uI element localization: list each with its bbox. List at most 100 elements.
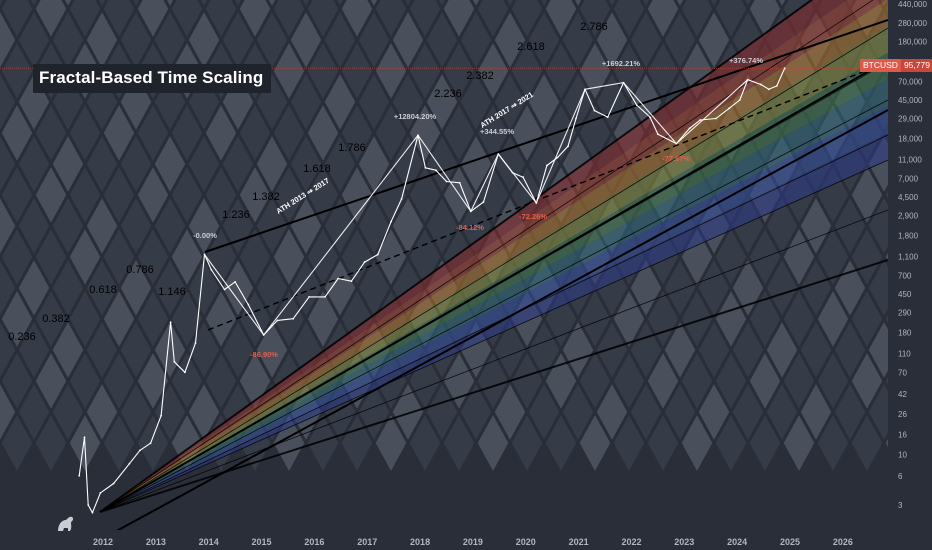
y-tick-label: 2,900 bbox=[898, 212, 919, 221]
price-point bbox=[556, 156, 559, 159]
diamond-cell bbox=[440, 408, 478, 478]
x-tick-label: 2023 bbox=[674, 537, 694, 547]
fib-level-label: 2.618 bbox=[517, 41, 545, 53]
annotation-label: +376.74% bbox=[729, 56, 763, 65]
price-point bbox=[458, 181, 461, 184]
price-point bbox=[746, 78, 749, 81]
price-point bbox=[584, 88, 586, 91]
price-point bbox=[308, 295, 310, 298]
fib-band bbox=[100, 79, 888, 512]
y-tick-label: 45,000 bbox=[898, 96, 923, 105]
diamond-cell bbox=[508, 408, 546, 478]
lower-trendline bbox=[116, 109, 888, 530]
y-axis: 440,000280,000180,000110,00070,00045,000… bbox=[898, 0, 927, 510]
price-point bbox=[606, 116, 609, 119]
y-tick-label: 700 bbox=[898, 271, 912, 280]
fib-band bbox=[100, 52, 888, 512]
dinosaur-logo-icon bbox=[58, 516, 74, 531]
support-trendline bbox=[99, 59, 888, 513]
price-point bbox=[276, 319, 279, 322]
price-point bbox=[160, 414, 163, 417]
fib-fan-line bbox=[99, 259, 888, 513]
cycle-zigzag bbox=[204, 79, 749, 336]
diamond-cell bbox=[678, 408, 716, 478]
price-point bbox=[99, 491, 102, 494]
fib-fan-lines bbox=[99, 0, 888, 530]
y-tick-label: 29,000 bbox=[898, 115, 923, 124]
price-point bbox=[688, 127, 691, 130]
price-point bbox=[622, 81, 625, 84]
price-point bbox=[738, 99, 741, 101]
x-tick-label: 2018 bbox=[410, 537, 430, 547]
price-point bbox=[445, 180, 448, 183]
price-point bbox=[149, 442, 152, 445]
fib-level-label: 1.382 bbox=[252, 191, 280, 203]
x-tick-label: 2016 bbox=[304, 537, 324, 547]
diamond-cell bbox=[304, 408, 342, 478]
fib-level-label: 2.786 bbox=[580, 21, 608, 33]
price-point bbox=[139, 449, 141, 452]
y-tick-label: 3 bbox=[898, 501, 903, 510]
fib-band bbox=[100, 106, 888, 512]
price-point bbox=[363, 261, 366, 263]
x-tick-label: 2019 bbox=[463, 537, 483, 547]
x-tick-label: 2025 bbox=[780, 537, 800, 547]
price-point bbox=[715, 117, 717, 120]
y-tick-label: 70,000 bbox=[898, 77, 923, 86]
diamond-cell bbox=[372, 408, 410, 478]
diamond-cell bbox=[848, 408, 886, 478]
y-tick-label: 7,000 bbox=[898, 174, 919, 183]
y-tick-label: 290 bbox=[898, 308, 912, 317]
price-point bbox=[169, 321, 172, 324]
fib-fan-line bbox=[99, 159, 888, 513]
price-point bbox=[482, 201, 485, 203]
y-tick-label: 1,100 bbox=[898, 252, 919, 261]
price-point bbox=[767, 88, 770, 91]
annotation-label: +12804.20% bbox=[394, 112, 437, 121]
y-tick-label: 26 bbox=[898, 410, 907, 419]
x-tick-label: 2021 bbox=[569, 537, 589, 547]
fib-fan-line bbox=[99, 27, 888, 513]
diamond-cell bbox=[746, 408, 784, 478]
price-point bbox=[575, 117, 577, 120]
price-point bbox=[83, 436, 86, 439]
y-tick-label: 70 bbox=[898, 368, 907, 377]
price-point bbox=[424, 166, 427, 169]
diamond-cell bbox=[610, 408, 648, 478]
price-point bbox=[234, 280, 237, 283]
diamond-cell bbox=[406, 408, 444, 478]
chart-title: Fractal-Based Time Scaling bbox=[33, 64, 272, 93]
diamond-cell bbox=[542, 408, 580, 478]
x-tick-label: 2024 bbox=[727, 537, 747, 547]
dashed-trendline bbox=[207, 61, 888, 331]
x-tick-label: 2014 bbox=[199, 537, 219, 547]
fib-bands bbox=[100, 0, 888, 512]
price-point bbox=[511, 171, 514, 174]
diamond-cell bbox=[0, 253, 19, 323]
price-point bbox=[497, 153, 500, 155]
ath-trendline bbox=[204, 19, 888, 253]
y-tick-label: 18,000 bbox=[898, 135, 923, 144]
fib-level-label: 0.236 bbox=[8, 331, 36, 343]
price-point bbox=[184, 371, 186, 374]
fib-fan-line bbox=[99, 99, 888, 513]
x-tick-label: 2013 bbox=[146, 537, 166, 547]
x-tick-label: 2012 bbox=[93, 537, 113, 547]
diamond-cell bbox=[0, 129, 19, 199]
price-point bbox=[522, 176, 525, 179]
y-tick-label: 4,500 bbox=[898, 193, 919, 202]
price-point bbox=[675, 142, 678, 145]
price-point bbox=[728, 107, 731, 110]
price-point bbox=[699, 119, 702, 121]
annotation-label: +1692.21% bbox=[602, 59, 640, 68]
diamond-cell bbox=[100, 408, 138, 478]
diamond-cell bbox=[814, 408, 852, 478]
price-point bbox=[535, 202, 538, 204]
price-point bbox=[400, 198, 403, 200]
y-tick-label: 6 bbox=[898, 472, 903, 481]
price-point bbox=[593, 109, 596, 112]
x-axis: 2012 2013 2014 2015 2016 2017 2018 2019 2020 2021… bbox=[93, 537, 853, 547]
y-tick-label: 10 bbox=[898, 450, 907, 459]
